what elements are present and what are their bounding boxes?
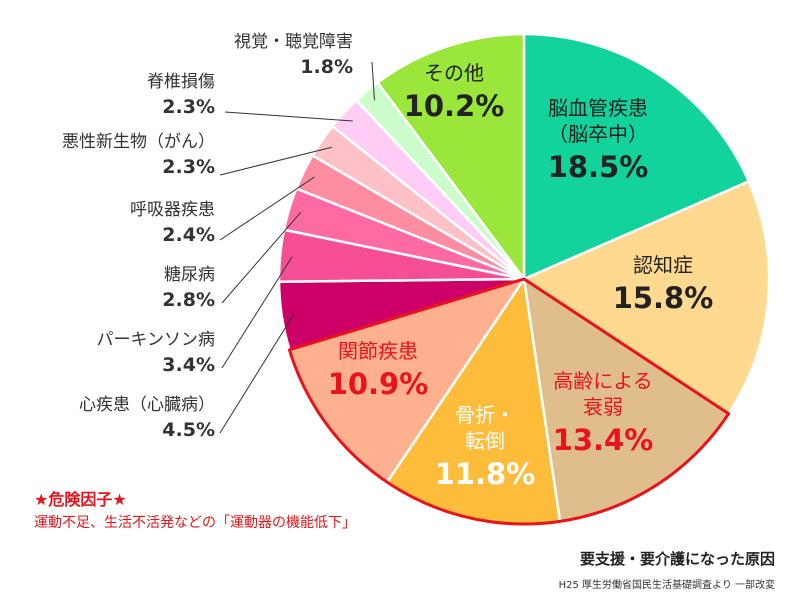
slice-label-other: その他 10.2% xyxy=(404,61,505,123)
leader-line-cancer xyxy=(219,146,332,176)
slice-label-heart: 心疾患（心臓病） 4.5% xyxy=(79,395,215,441)
slice-label-diabetes: 糖尿病 2.8% xyxy=(162,265,215,311)
pie-slice-stroke xyxy=(522,32,751,281)
slice-label-parkinson: パーキンソン病 3.4% xyxy=(97,330,216,376)
slice-label-vision: 視覚・聴覚障害 1.8% xyxy=(234,32,353,78)
slice-label-respiratory: 呼吸器疾患 2.4% xyxy=(130,200,215,246)
risk-factor-title: ★危険因子★ xyxy=(34,490,127,509)
slice-label-dementia: 認知症 15.8% xyxy=(613,253,714,315)
chart-source: H25 厚生労働省国民生活基礎調査より 一部改変 xyxy=(558,580,775,591)
risk-factor-text: 運動不足、生活不活発などの「運動器の機能低下」 xyxy=(34,515,356,531)
slice-label-joint: 関節疾患 10.9% xyxy=(328,339,429,401)
pie-slice-dementia xyxy=(521,179,771,416)
leader-line-vision xyxy=(371,61,375,101)
pie-slice-other xyxy=(375,32,526,283)
leader-line-spinal xyxy=(224,111,353,122)
leader-line-parkinson xyxy=(221,256,293,369)
risk-highlight-outline xyxy=(287,277,731,526)
leader-line-respiratory xyxy=(219,176,315,241)
slice-label-stroke: 脳血管疾患（脳卒中） 18.5% xyxy=(548,96,649,184)
slice-label-frailty: 高齢による衰弱 13.4% xyxy=(553,369,654,457)
slice-label-fracture: 骨折・転倒 11.8% xyxy=(435,403,536,491)
leader-line-diabetes xyxy=(221,211,302,304)
chart-title: 要支援・要介護になった原因 xyxy=(579,550,775,568)
leader-line-heart xyxy=(219,314,295,434)
slice-label-spinal: 脊椎損傷 2.3% xyxy=(147,72,215,118)
slice-label-cancer: 悪性新生物（がん） 2.3% xyxy=(62,132,215,178)
